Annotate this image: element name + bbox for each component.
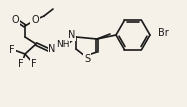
Text: F: F	[9, 45, 15, 55]
Text: F: F	[18, 59, 24, 69]
Text: F: F	[31, 59, 37, 69]
Text: O: O	[31, 15, 39, 25]
Text: Br: Br	[158, 28, 169, 38]
Text: S: S	[84, 54, 90, 64]
Text: O: O	[11, 15, 19, 25]
Text: N: N	[68, 30, 76, 40]
Text: NH: NH	[56, 39, 70, 48]
Text: N: N	[48, 44, 56, 54]
